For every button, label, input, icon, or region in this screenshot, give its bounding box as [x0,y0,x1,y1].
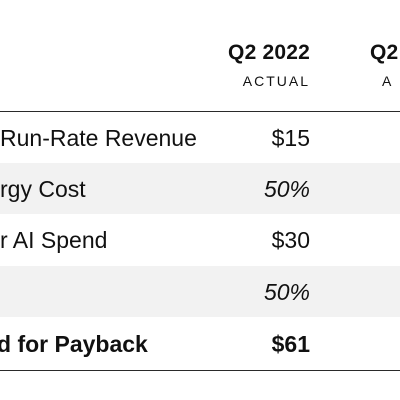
row-label: rgy Cost [0,176,86,202]
column-header-q2-2022: Q2 2022 ACTUAL [228,40,310,90]
column-header-next: Q2 A [370,40,398,90]
row-value: 50% [263,279,310,305]
table-row: 50% [0,266,400,317]
table-row: rgy Cost 50% [0,163,400,214]
row-value: 50% [263,176,310,202]
column-kind: A [382,73,394,89]
footer-divider [0,370,400,371]
column-period: Q2 [370,41,399,64]
table-row: Run-Rate Revenue $15 [0,112,400,163]
row-value: $30 [271,227,310,253]
row-label: d for Payback [0,331,148,357]
row-label: r AI Spend [0,227,108,253]
table-row-total: d for Payback $61 [0,318,400,369]
row-value: $15 [271,125,310,151]
column-kind: ACTUAL [242,73,310,89]
row-value: $61 [271,331,310,357]
row-label: Run-Rate Revenue [0,125,197,151]
table-row: r AI Spend $30 [0,214,400,265]
header-divider [0,111,400,112]
column-period: Q2 2022 [228,41,310,64]
